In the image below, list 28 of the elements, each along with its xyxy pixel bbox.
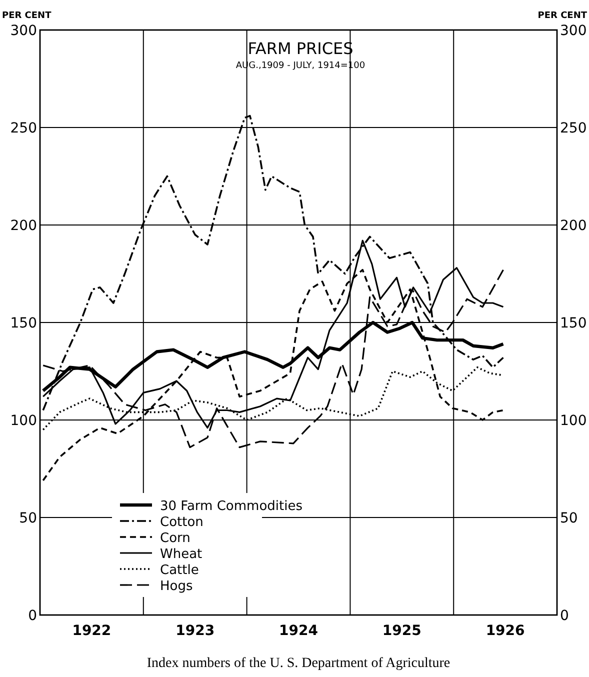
legend-label: 30 Farm Commodities [160,499,303,514]
y-tick-label: 300 [10,23,37,39]
text: Index numbers of the U. S. Department of Agriculture [146,656,450,671]
x-tick-label: 1922 [72,623,112,639]
y2-tick-label: 150 [560,316,587,332]
y-tick-label: 200 [10,218,37,234]
y-tick-label: 250 [10,120,37,136]
y2-tick-label: 250 [560,120,587,136]
y2-tick-label: 200 [560,218,587,234]
y2-tick-label: 0 [560,608,569,624]
y-tick-label: 100 [10,413,37,429]
y2-tick-label: 50 [560,510,578,526]
legend-label: Wheat [160,547,202,562]
x-tick-label: 1924 [279,623,318,639]
y-tick-label: 0 [28,608,37,624]
y-tick-label: 50 [19,510,37,526]
legend-label: Hogs [160,579,193,594]
legend-label: Corn [160,531,190,546]
x-tick-label: 1925 [382,623,422,639]
y2-tick-label: 100 [560,413,587,429]
y2-axis-title: PER CENT [538,11,588,21]
legend-label: Cotton [160,515,204,530]
y-axis-title: PER CENT [2,11,52,21]
y2-tick-label: 300 [560,23,587,39]
x-tick-label: 1926 [486,623,525,639]
y-tick-label: 150 [10,316,37,332]
legend-label: Cattle [160,563,199,578]
x-tick-label: 1923 [176,623,215,639]
